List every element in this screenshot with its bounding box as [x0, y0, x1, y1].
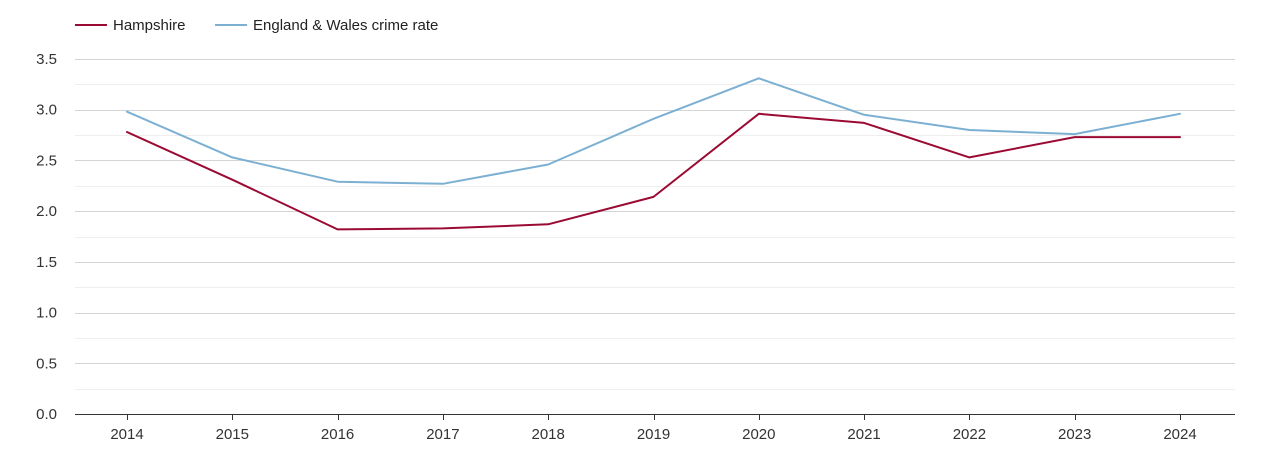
x-tick-label: 2024: [1163, 426, 1196, 443]
legend-label-hampshire: Hampshire: [113, 17, 186, 34]
y-tick-label: 2.5: [36, 152, 57, 169]
y-tick-label: 2.0: [36, 203, 57, 220]
x-tick-label: 2017: [426, 426, 459, 443]
legend-item-england-wales[interactable]: England & Wales crime rate: [215, 17, 438, 34]
x-tick-label: 2022: [953, 426, 986, 443]
y-tick-label: 3.5: [36, 51, 57, 68]
series-line-england-wales-crime-rate: [126, 77, 1181, 185]
series-layer: [126, 77, 1181, 231]
y-axis: 0.0 0.5 1.0 1.5 2.0 2.5 3.0 3.5: [36, 51, 57, 423]
y-tick-label: 0.5: [36, 355, 57, 372]
y-tick-label: 0.0: [36, 406, 57, 423]
gridlines: [75, 59, 1235, 390]
x-tick-label: 2018: [532, 426, 565, 443]
legend-item-hampshire[interactable]: Hampshire: [75, 17, 186, 34]
x-tick-label: 2021: [847, 426, 880, 443]
series-line-hampshire: [126, 112, 1181, 231]
x-tick-label: 2019: [637, 426, 670, 443]
x-tick-label: 2023: [1058, 426, 1091, 443]
x-tick-label: 2020: [742, 426, 775, 443]
y-tick-label: 1.0: [36, 305, 57, 322]
y-tick-label: 1.5: [36, 254, 57, 271]
x-tick-label: 2016: [321, 426, 354, 443]
x-tick-label: 2015: [216, 426, 249, 443]
x-tick-label: 2014: [110, 426, 143, 443]
legend: Hampshire England & Wales crime rate: [75, 17, 438, 34]
legend-label-england-wales: England & Wales crime rate: [253, 17, 438, 34]
y-tick-label: 3.0: [36, 102, 57, 119]
x-axis: 2014 2015 2016 2017 2018 2019 2020 2021 2022 2023…: [75, 414, 1235, 443]
